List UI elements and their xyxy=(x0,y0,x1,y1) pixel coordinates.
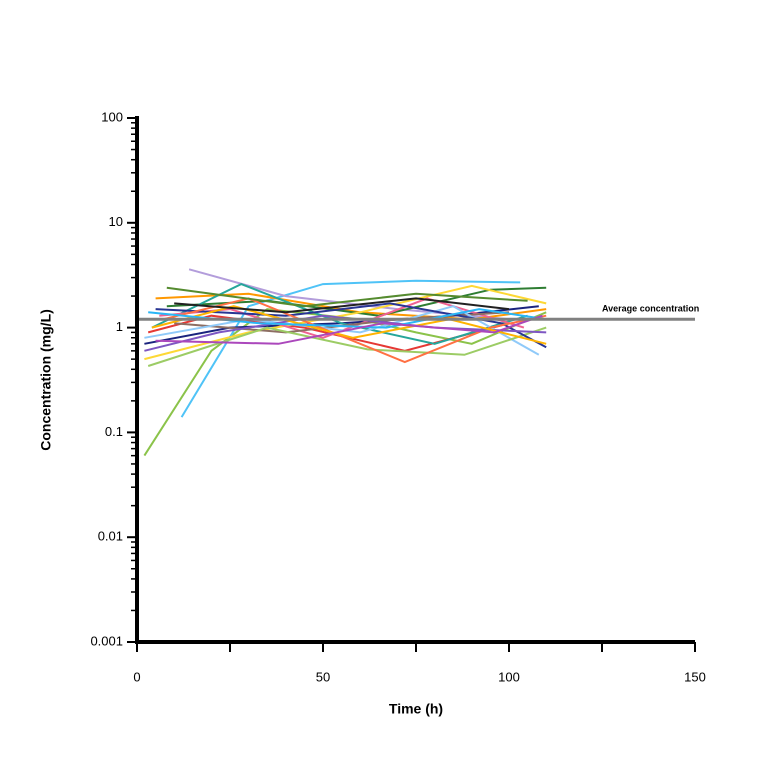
data-line xyxy=(174,297,510,314)
data-line xyxy=(147,326,547,367)
data-line xyxy=(144,305,540,356)
data-line xyxy=(151,305,547,345)
x-tick-label: 100 xyxy=(498,669,520,684)
y-tick-label: 1 xyxy=(116,319,123,334)
y-tick-label: 0.1 xyxy=(105,424,123,439)
y-axis-title: Concentration (mg/L) xyxy=(38,309,54,451)
x-tick-label: 150 xyxy=(684,669,706,684)
x-tick-label: 0 xyxy=(133,669,140,684)
x-tick-label: 50 xyxy=(316,669,330,684)
y-tick-label: 0.001 xyxy=(90,633,123,648)
y-tick-label: 10 xyxy=(109,214,123,229)
y-tick-label: 0.01 xyxy=(98,529,123,544)
data-line xyxy=(155,314,543,345)
reference-label: Average concentration xyxy=(602,304,699,314)
data-line xyxy=(166,286,528,308)
data-line xyxy=(151,283,528,345)
x-axis-title: Time (h) xyxy=(389,701,443,717)
data-line xyxy=(162,297,547,364)
data-line xyxy=(144,314,547,352)
y-tick-label: 100 xyxy=(101,109,123,124)
